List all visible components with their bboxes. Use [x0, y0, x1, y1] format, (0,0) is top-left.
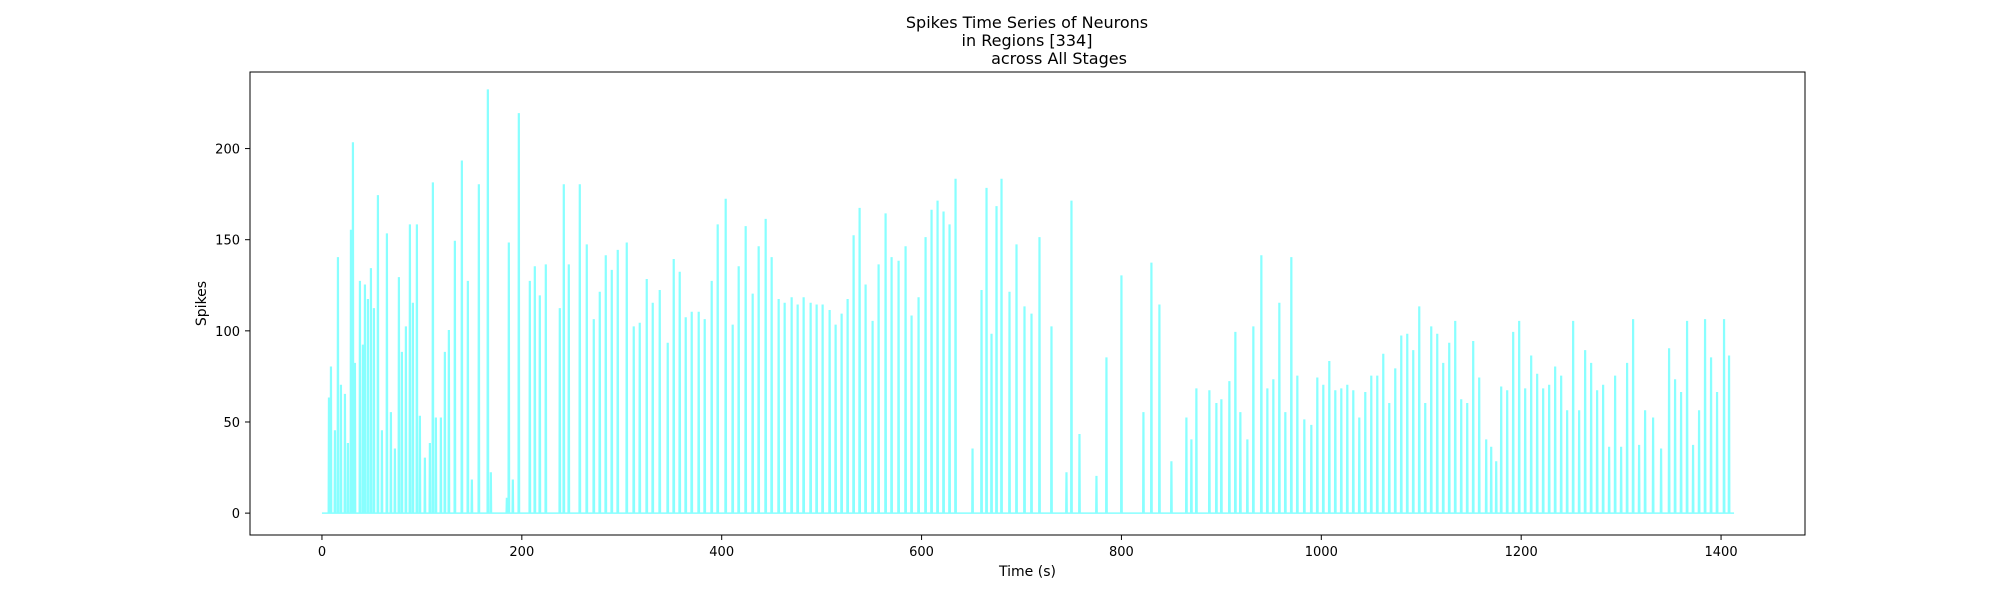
x-tick-label: 200: [509, 545, 534, 560]
x-tick-label: 1400: [1705, 545, 1738, 560]
series-group: [321, 89, 1735, 514]
plot-area-frame: [249, 71, 1806, 536]
chart-title-line: across All Stages: [991, 49, 1127, 68]
x-tick-label: 400: [709, 545, 734, 560]
chart-title-line: in Regions [334]: [962, 31, 1093, 50]
y-tick-label: 50: [223, 416, 240, 431]
y-tick-label: 200: [215, 143, 240, 158]
x-axis-label: Time (s): [998, 564, 1056, 580]
series-line: [321, 89, 1735, 514]
x-tick-label: 0: [318, 545, 326, 560]
x-axis: 0 200 400 600 800 1000 1200 1400: [318, 535, 1738, 560]
x-tick-label: 800: [1109, 545, 1134, 560]
y-axis-label: Spikes: [194, 281, 210, 326]
y-tick-label: 0: [232, 507, 240, 522]
y-tick-label: 100: [215, 325, 240, 340]
y-tick-label: 150: [215, 234, 240, 249]
x-tick-label: 1200: [1505, 545, 1538, 560]
x-tick-label: 600: [909, 545, 934, 560]
x-tick-label: 1000: [1305, 545, 1338, 560]
chart-title-line: Spikes Time Series of Neurons: [906, 13, 1148, 32]
y-axis: 0 50 100 150 200: [215, 143, 250, 522]
